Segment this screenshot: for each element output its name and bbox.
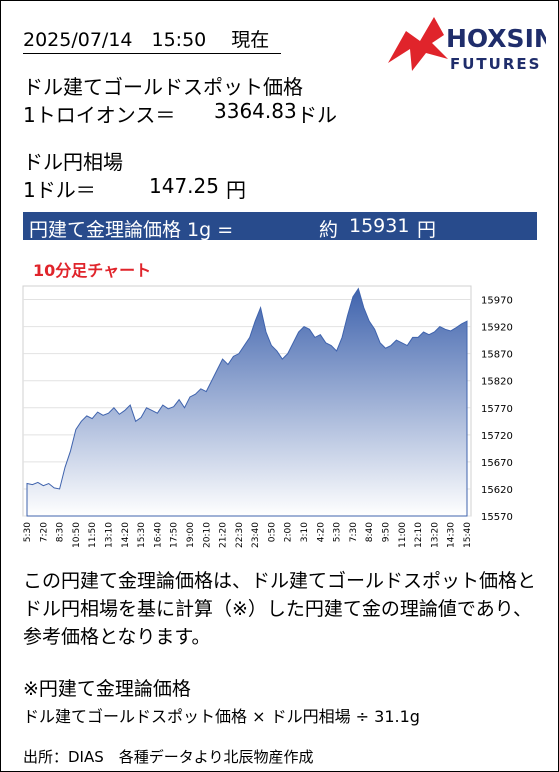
datetime: 2025/07/14 15:50 現在 bbox=[23, 25, 282, 54]
fx-unit-label: 1ドル＝ bbox=[23, 178, 96, 202]
theory-unit: 円 bbox=[417, 219, 437, 241]
logo: HOXSIN FUTURES bbox=[388, 17, 546, 73]
logo-main: HOXSIN bbox=[446, 24, 546, 53]
y-tick-label: 15920 bbox=[481, 323, 513, 334]
theory-prefix: 約 bbox=[319, 219, 339, 241]
source: 出所：DIAS 各種データより北辰物産作成 bbox=[23, 748, 314, 766]
logo-mark bbox=[388, 17, 448, 71]
formula-title: ※円建て金理論価格 bbox=[23, 678, 191, 700]
y-tick-label: 15620 bbox=[481, 485, 513, 496]
x-tick-label: 7:30 bbox=[349, 522, 359, 542]
x-tick-label: 11:00 bbox=[398, 522, 408, 548]
gold-unit: ドル bbox=[297, 103, 337, 127]
gold-value: 3364.83 bbox=[214, 99, 297, 123]
x-tick-label: 22:30 bbox=[235, 522, 245, 548]
x-tick-label: 20:10 bbox=[202, 522, 212, 548]
fx-unit: 円 bbox=[226, 178, 246, 202]
x-tick-label: 14:20 bbox=[121, 522, 131, 548]
x-tick-label: 12:10 bbox=[414, 522, 424, 548]
x-tick-label: 2:00 bbox=[284, 522, 294, 542]
paragraph: この円建て金理論価格は、ドル建てゴールドスポット価格とドル円相場を基に計算（※）… bbox=[23, 570, 537, 648]
fx-label: ドル円相場 bbox=[23, 150, 123, 174]
x-tick-label: 17:50 bbox=[170, 522, 180, 548]
chart: 15570 15620 15670 15720 15770 15820 15870 15920… bbox=[22, 285, 513, 548]
x-tick-label: 13:20 bbox=[430, 522, 440, 548]
x-tick-label: 8:40 bbox=[365, 522, 375, 542]
theory-value: 15931 bbox=[349, 215, 410, 237]
y-tick-label: 15670 bbox=[481, 458, 513, 469]
theory-bar bbox=[23, 212, 537, 240]
chart-title: 10分足チャート bbox=[33, 261, 152, 280]
x-tick-label: 11:50 bbox=[88, 522, 98, 548]
x-tick-label: 3:10 bbox=[300, 522, 310, 542]
logo-sub: FUTURES bbox=[450, 55, 541, 73]
x-tick-label: 0:50 bbox=[267, 522, 277, 542]
x-tick-label: 16:40 bbox=[153, 522, 163, 548]
y-tick-label: 15570 bbox=[481, 512, 513, 523]
x-tick-label: 5:30 bbox=[333, 522, 343, 542]
x-tick-label: 13:10 bbox=[104, 522, 114, 548]
formula: ドル建てゴールドスポット価格 × ドル円相場 ÷ 31.1g bbox=[23, 707, 420, 726]
y-tick-label: 15820 bbox=[481, 377, 513, 388]
x-tick-label: 5:30 bbox=[23, 522, 33, 542]
x-tick-label: 23:40 bbox=[251, 522, 261, 548]
y-tick-label: 15970 bbox=[481, 296, 513, 307]
x-tick-label: 10:50 bbox=[72, 522, 82, 548]
y-tick-label: 15720 bbox=[481, 431, 513, 442]
gold-unit-label: 1トロイオンス＝ bbox=[23, 103, 176, 127]
area bbox=[26, 287, 468, 517]
x-tick-label: 21:20 bbox=[219, 522, 229, 548]
x-tick-label: 8:30 bbox=[56, 522, 66, 542]
theory-label: 円建て金理論価格 1g = bbox=[29, 219, 234, 241]
y-tick-label: 15870 bbox=[481, 350, 513, 361]
x-tick-label: 7:20 bbox=[39, 522, 49, 542]
x-tick-label: 15:40 bbox=[463, 522, 473, 548]
gold-label: ドル建てゴールドスポット価格 bbox=[23, 75, 303, 99]
x-tick-label: 14:30 bbox=[447, 522, 457, 548]
x-tick-label: 4:20 bbox=[316, 522, 326, 542]
x-tick-label: 9:50 bbox=[382, 522, 392, 542]
x-tick-label: 19:00 bbox=[186, 522, 196, 548]
x-tick-label: 15:30 bbox=[137, 522, 147, 548]
y-tick-label: 15770 bbox=[481, 404, 513, 415]
fx-value: 147.25 bbox=[149, 174, 219, 198]
